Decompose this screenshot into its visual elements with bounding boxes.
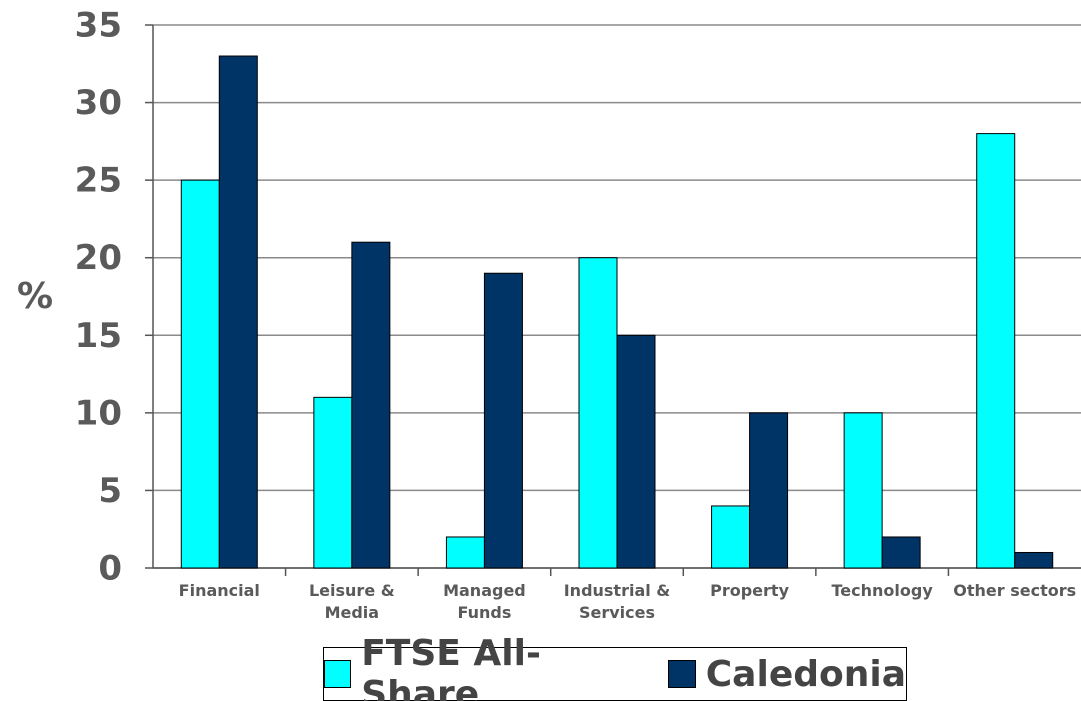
bar (749, 412, 789, 569)
bar (843, 412, 883, 569)
x-tick-label: Property (710, 581, 789, 600)
x-tick-label: Managed Funds (443, 581, 526, 622)
bar (616, 334, 656, 569)
y-tick-label: 30 (75, 83, 122, 123)
bar (976, 133, 1016, 569)
legend-swatch (667, 660, 696, 688)
legend-label: Caledonia (705, 653, 906, 695)
y-tick-label: 10 (75, 393, 122, 433)
x-tick-label: Other sectors (953, 581, 1077, 600)
y-axis-label: % (17, 276, 53, 317)
bar (578, 257, 618, 569)
bar (881, 536, 921, 569)
y-tick-label: 20 (75, 238, 122, 278)
y-tick-label: 15 (75, 316, 122, 356)
y-tick-label: 5 (98, 471, 122, 511)
x-tick-label: Financial (178, 581, 260, 600)
y-tick-label: 25 (75, 161, 122, 201)
bar (1014, 551, 1054, 569)
x-tick-label: Industrial & Services (563, 581, 671, 622)
y-tick-label: 0 (98, 549, 122, 589)
legend-label: FTSE All-Share (361, 633, 541, 701)
bar (445, 536, 485, 569)
bar (483, 272, 523, 569)
x-tick-label: Leisure & Media (308, 581, 395, 622)
bar (180, 179, 220, 569)
y-tick-label: 35 (75, 6, 122, 46)
bar (711, 505, 751, 569)
legend: FTSE All-Share Caledonia (323, 633, 907, 701)
x-tick-label: Technology (831, 581, 933, 600)
bar (218, 55, 258, 569)
legend-swatch (324, 660, 352, 688)
bar (313, 396, 353, 569)
legend-item: Caledonia (667, 653, 906, 695)
bar (351, 241, 391, 569)
legend-item: FTSE All-Share (324, 633, 650, 701)
